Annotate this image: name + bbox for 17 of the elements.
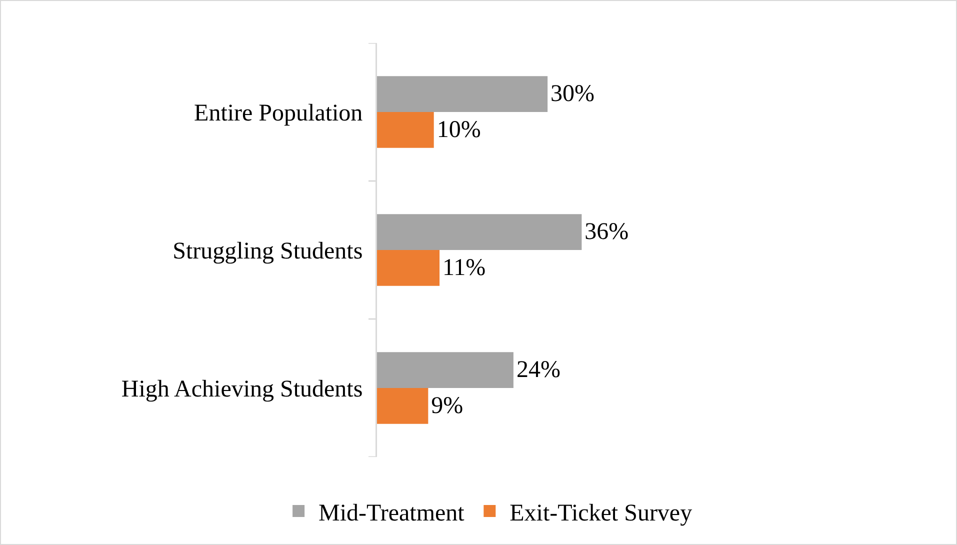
data-label: 30%: [550, 81, 595, 108]
data-label: 9%: [431, 392, 464, 419]
data-label: 10%: [436, 116, 481, 143]
bar: [377, 250, 440, 286]
y-tick-label: High Achieving Students: [121, 376, 363, 402]
bar: [377, 214, 582, 250]
bar: [377, 352, 514, 388]
bar: [377, 112, 434, 148]
bar: [377, 388, 428, 424]
data-label: 24%: [516, 357, 560, 384]
y-tick-label: Entire Population: [194, 100, 363, 126]
data-label: 11%: [442, 254, 486, 281]
y-tick-label: Struggling Students: [172, 238, 363, 264]
legend-label: Exit-Ticket Survey: [510, 500, 692, 526]
data-label: 36%: [584, 219, 629, 246]
bar: [377, 76, 548, 112]
legend-label: Mid-Treatment: [318, 500, 465, 526]
